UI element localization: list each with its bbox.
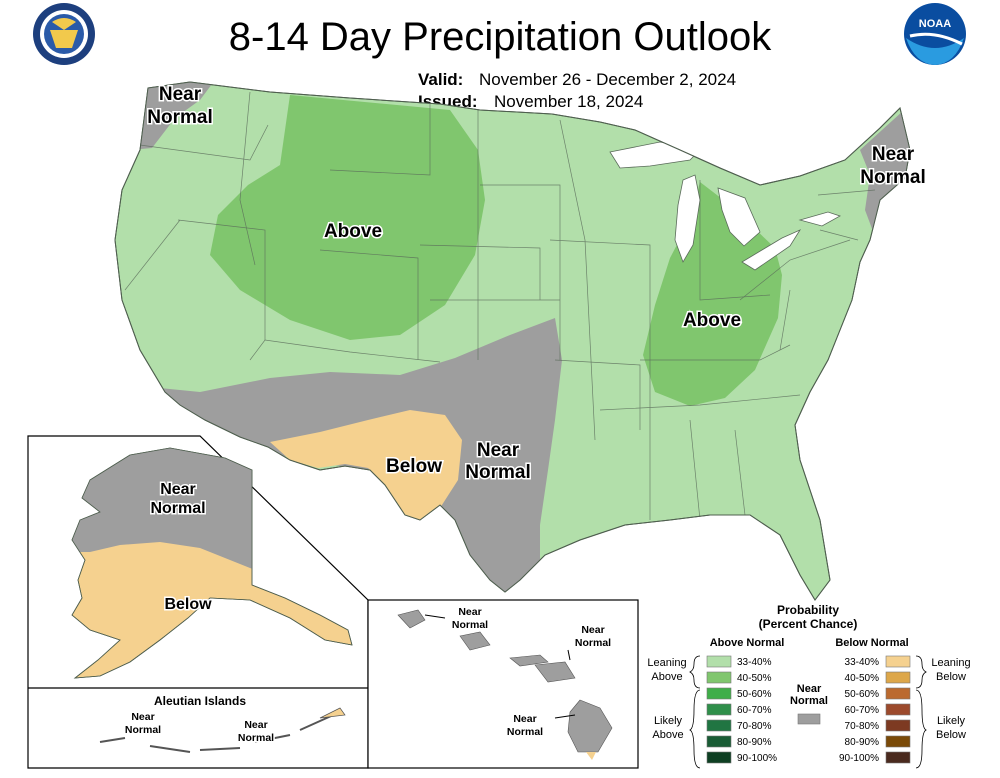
aleutian-near-normal-label: Near <box>131 711 154 723</box>
nw-near-normal-label: Near <box>159 84 202 105</box>
legend-above-swatch-label-0: 33-40% <box>737 657 772 668</box>
lake-michigan <box>674 174 701 263</box>
nw-near-normal-label-2: Normal <box>147 107 212 128</box>
aleutian-near-normal-east-label: Near <box>244 719 267 731</box>
legend-below-swatch-label-4: 70-80% <box>845 721 880 732</box>
legend-below-swatch-label-1: 40-50% <box>845 673 880 684</box>
southwest-below-area <box>270 410 462 520</box>
legend-below-swatch-label-3: 60-70% <box>845 705 880 716</box>
legend: Probability (Percent Chance) Above Norma… <box>647 603 971 769</box>
legend-leaning-below-label: Leaning <box>931 657 970 669</box>
legend-above-swatch-label-5: 80-90% <box>737 737 772 748</box>
legend-leaning-below-brace <box>915 655 927 689</box>
legend-above-swatch-0 <box>706 655 732 668</box>
legend-below-swatch-5 <box>885 735 911 748</box>
legend-above-swatch-label-4: 70-80% <box>737 721 772 732</box>
legend-below-swatch-3 <box>885 703 911 716</box>
big-island-near-normal-label-2: Normal <box>507 726 543 738</box>
legend-likely-above-brace <box>689 689 701 769</box>
page-title: 8-14 Day Precipitation Outlook <box>229 15 773 59</box>
legend-likely-below-label-2: Below <box>936 729 966 741</box>
aleutian-title: Aleutian Islands <box>154 694 246 708</box>
legend-below-swatch-label-6: 90-100% <box>839 753 879 764</box>
lake-erie <box>741 229 802 271</box>
kauai-near-normal-label: Near <box>458 606 481 618</box>
legend-above-swatch-2 <box>706 687 732 700</box>
legend-likely-above-label: Likely <box>654 715 683 727</box>
kauai-near-normal-label-2: Normal <box>452 619 488 631</box>
aleutian-near-normal-east-label-2: Normal <box>238 732 274 744</box>
legend-leaning-above-label-2: Above <box>651 671 682 683</box>
legend-near-normal-label-2: Normal <box>790 695 828 707</box>
legend-below-swatch-2 <box>885 687 911 700</box>
state-boundaries <box>124 91 876 521</box>
alaska-inset <box>27 435 369 769</box>
valid-value: November 26 - December 2, 2024 <box>479 70 736 89</box>
legend-above-swatch-3 <box>706 703 732 716</box>
legend-below-swatches: 33-40% 40-50% 50-60% 60-70% 70-80% 80-90% 90-1… <box>839 655 911 764</box>
nw-near-normal-area <box>130 82 215 150</box>
ak-near-normal-label-2: Normal <box>150 500 205 517</box>
maui-near-normal-label-2: Normal <box>575 637 611 649</box>
legend-near-normal-swatch <box>797 713 821 725</box>
maui-near-normal-label: Near <box>581 624 604 636</box>
legend-title: Probability <box>777 603 839 617</box>
aleutian-islands <box>99 707 346 753</box>
legend-above-swatch-label-1: 40-50% <box>737 673 772 684</box>
legend-above-swatch-label-2: 50-60% <box>737 689 772 700</box>
legend-below-swatch-label-5: 80-90% <box>845 737 880 748</box>
legend-likely-below-label: Likely <box>937 715 966 727</box>
west-above-label: Above <box>324 221 382 242</box>
east-above-label: Above <box>683 310 741 331</box>
ne-near-normal-label-2: Normal <box>860 167 925 188</box>
commerce-seal-logo <box>33 3 95 65</box>
lake-ontario <box>798 211 841 227</box>
valid-label: Valid: <box>418 70 463 89</box>
lake-huron <box>717 187 761 247</box>
legend-above-swatch-1 <box>706 671 732 684</box>
ak-below-label: Below <box>164 596 212 613</box>
tx-near-normal-label-2: Normal <box>465 462 530 483</box>
legend-above-swatch-label-6: 90-100% <box>737 753 777 764</box>
legend-below-swatch-6 <box>885 751 911 764</box>
tx-near-normal-label: Near <box>477 440 520 461</box>
legend-below-swatch-label-2: 50-60% <box>845 689 880 700</box>
legend-above-swatch-6 <box>706 751 732 764</box>
legend-near-normal-label: Near <box>797 683 822 695</box>
ne-near-normal-label: Near <box>872 144 915 165</box>
big-island-near-normal-label: Near <box>513 713 536 725</box>
legend-leaning-above-brace <box>689 655 701 689</box>
aleutian-near-normal-label-2: Normal <box>125 724 161 736</box>
legend-below-header: Below Normal <box>835 637 908 649</box>
sw-below-label: Below <box>386 456 442 477</box>
ak-near-normal-label: Near <box>160 481 196 498</box>
legend-below-swatch-0 <box>885 655 911 668</box>
west-above-area <box>210 95 485 340</box>
legend-below-swatch-label-0: 33-40% <box>845 657 880 668</box>
legend-above-swatch-label-3: 60-70% <box>737 705 772 716</box>
legend-likely-below-brace <box>915 689 927 769</box>
legend-leaning-below-label-2: Below <box>936 671 966 683</box>
noaa-logo: NOAA <box>904 3 966 65</box>
legend-above-swatch-4 <box>706 719 732 732</box>
legend-below-swatch-1 <box>885 671 911 684</box>
legend-above-header: Above Normal <box>710 637 785 649</box>
legend-likely-above-label-2: Above <box>652 729 683 741</box>
legend-subtitle: (Percent Chance) <box>759 617 858 631</box>
legend-above-swatch-5 <box>706 735 732 748</box>
noaa-logo-text: NOAA <box>919 18 951 30</box>
legend-below-swatch-4 <box>885 719 911 732</box>
issued-value: November 18, 2024 <box>494 92 643 111</box>
legend-leaning-above-label: Leaning <box>647 657 686 669</box>
hawaii-inset <box>367 599 639 769</box>
legend-above-swatches: 33-40% 40-50% 50-60% 60-70% 70-80% 80-90% 90-1… <box>706 655 777 764</box>
